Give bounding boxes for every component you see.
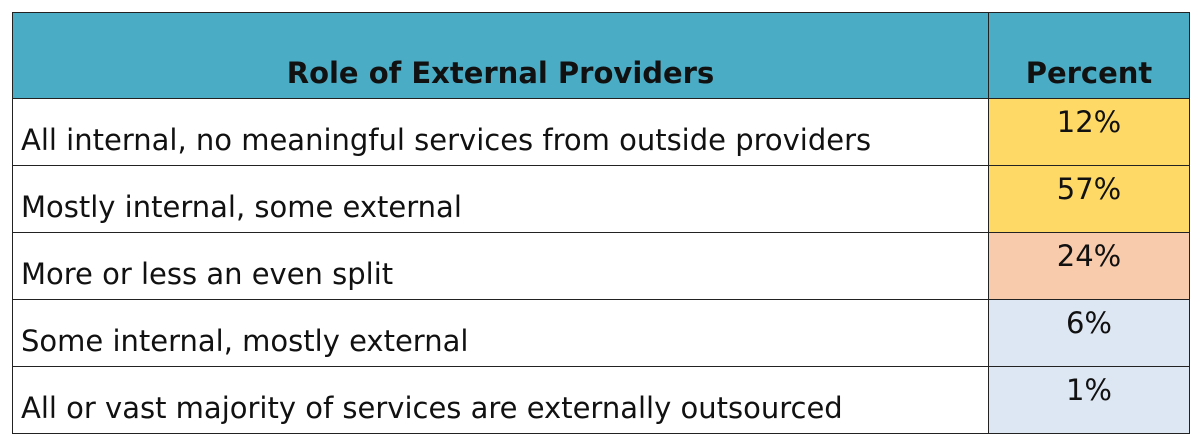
- table-row: Some internal, mostly external 6%: [12, 299, 1190, 367]
- page: {"table": { "header": ["Role of External…: [12, 12, 1190, 434]
- role-cell: All internal, no meaningful services fro…: [12, 98, 989, 166]
- data-table: Role of External Providers Percent All i…: [12, 12, 1190, 434]
- role-cell: Mostly internal, some external: [12, 165, 989, 233]
- table-row: Mostly internal, some external 57%: [12, 165, 1190, 233]
- role-cell: More or less an even split: [12, 232, 989, 300]
- role-cell: Some internal, mostly external: [12, 299, 989, 367]
- table-head: Role of External Providers Percent: [12, 12, 1190, 99]
- header-row: Role of External Providers Percent: [12, 12, 1190, 99]
- table-body: All internal, no meaningful services fro…: [12, 98, 1190, 434]
- table-row: All or vast majority of services are ext…: [12, 366, 1190, 434]
- role-cell: All or vast majority of services are ext…: [12, 366, 989, 434]
- header-cell: Role of External Providers: [12, 12, 989, 99]
- table-row: All internal, no meaningful services fro…: [12, 98, 1190, 166]
- table-row: More or less an even split 24%: [12, 232, 1190, 300]
- header-cell: Percent: [988, 12, 1190, 99]
- percent-cell: 1%: [988, 366, 1190, 434]
- percent-cell: 57%: [988, 165, 1190, 233]
- percent-cell: 6%: [988, 299, 1190, 367]
- body: Role of External Providers Percent All i…: [12, 12, 1190, 434]
- percent-cell: 12%: [988, 98, 1190, 166]
- percent-cell: 24%: [988, 232, 1190, 300]
